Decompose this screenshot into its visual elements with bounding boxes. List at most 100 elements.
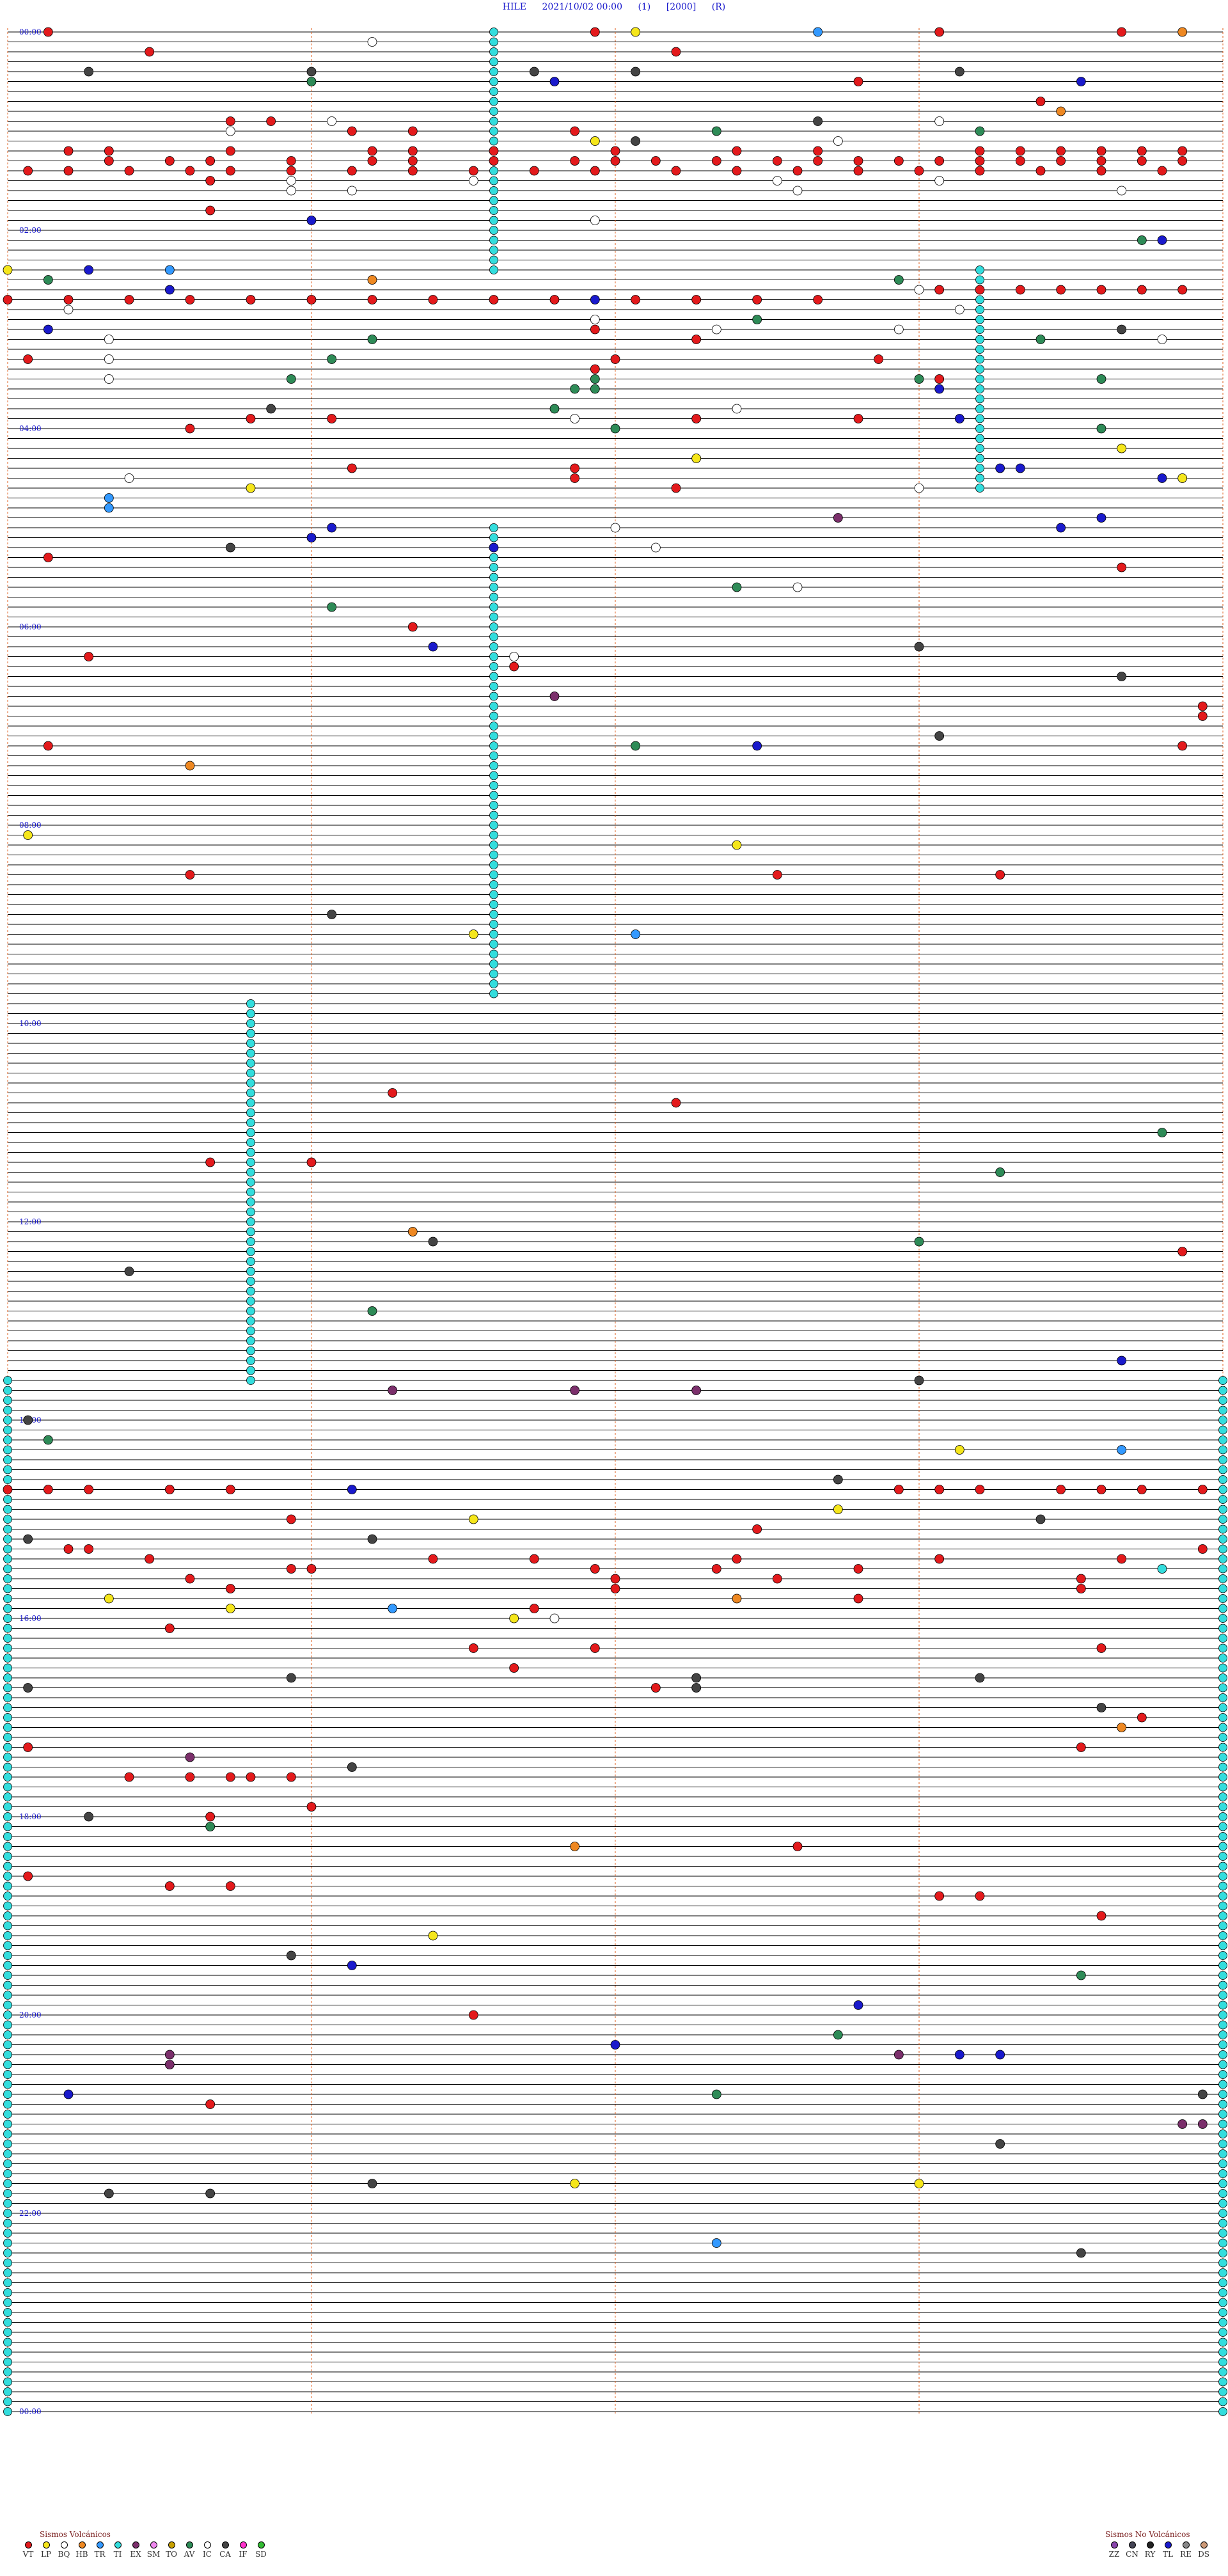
event-marker-ti [3, 2000, 12, 2010]
event-marker-vt [306, 1157, 317, 1167]
event-marker-ti [1218, 1654, 1227, 1663]
event-marker-ti [1218, 1812, 1227, 1821]
event-marker-ex [185, 1752, 195, 1762]
event-marker-vt [1177, 146, 1188, 156]
event-marker-vt [1056, 1485, 1066, 1494]
event-marker-bq [914, 483, 924, 493]
event-marker-ti [3, 1961, 12, 1970]
event-marker-vt [145, 47, 155, 57]
event-marker-vt [934, 1485, 945, 1494]
event-marker-ti [489, 910, 498, 919]
event-marker-ti [975, 325, 984, 334]
event-marker-ti [489, 166, 498, 175]
event-marker-bq [1157, 335, 1167, 344]
event-marker-tr [1117, 1445, 1127, 1455]
hour-label: 06:00 [19, 622, 42, 631]
event-marker-vt [1157, 166, 1167, 176]
event-marker-ca [286, 1950, 296, 1961]
event-marker-vt [1137, 285, 1147, 295]
event-marker-av [711, 2089, 721, 2099]
event-marker-lp [954, 1445, 964, 1455]
event-marker-ti [1218, 1624, 1227, 1633]
event-marker-vt [691, 414, 702, 423]
event-marker-ti [1218, 1951, 1227, 1960]
event-marker-ti [3, 2367, 12, 2376]
event-marker-vt [529, 1554, 539, 1564]
event-marker-ti [1218, 1634, 1227, 1643]
event-marker-av [43, 275, 53, 285]
event-marker-ti [3, 1416, 12, 1425]
legend-label: SD [255, 2550, 267, 2559]
legend-swatch [1146, 2541, 1154, 2548]
event-marker-av [752, 315, 762, 324]
event-marker-vt [145, 1554, 155, 1564]
event-marker-av [975, 126, 985, 136]
event-marker-vt [853, 1593, 863, 1604]
event-marker-vt [792, 1842, 803, 1851]
event-marker-ti [3, 2337, 12, 2347]
event-marker-av [590, 384, 600, 394]
event-marker-vt [407, 156, 418, 166]
event-marker-vt [225, 1584, 235, 1593]
legend-item-hb: HB [73, 2541, 91, 2559]
event-marker-ti [246, 1019, 255, 1028]
event-marker-ti [246, 1138, 255, 1147]
event-marker-ti [489, 652, 498, 661]
event-marker-vt [853, 1564, 863, 1574]
event-marker-vt [43, 741, 53, 751]
event-marker-av [367, 335, 377, 344]
event-marker-ti [246, 1207, 255, 1217]
legend-swatch [257, 2541, 265, 2548]
event-marker-vt [570, 473, 580, 483]
event-marker-vt [306, 295, 317, 304]
event-marker-vt [1177, 1247, 1188, 1256]
legend-swatch [1128, 2541, 1136, 2548]
event-marker-vt [772, 870, 782, 880]
event-marker-vt [407, 166, 418, 176]
event-marker-ti [3, 1762, 12, 1772]
event-marker-bq [225, 126, 235, 136]
event-marker-ti [1218, 1911, 1227, 1920]
event-marker-ti [489, 920, 498, 929]
event-marker-ca [327, 910, 337, 919]
event-marker-lp [833, 1505, 843, 1514]
legend-swatch [239, 2541, 247, 2548]
event-marker-hb [732, 1593, 742, 1604]
event-marker-ti [3, 1951, 12, 1960]
event-marker-bq [792, 582, 803, 592]
event-marker-ti [1218, 1405, 1227, 1415]
event-marker-vt [529, 1604, 539, 1613]
event-marker-lp [3, 265, 13, 275]
event-marker-vt [509, 1663, 519, 1673]
event-marker-ti [489, 603, 498, 612]
event-marker-vt [590, 1643, 600, 1653]
event-marker-vt [164, 1624, 175, 1633]
event-marker-ex [164, 2050, 175, 2060]
event-marker-ca [23, 1534, 33, 1544]
event-marker-ca [914, 1375, 924, 1386]
event-marker-bq [954, 304, 964, 315]
event-marker-ti [1218, 2189, 1227, 2198]
event-marker-ti [489, 176, 498, 186]
event-marker-vt [671, 1098, 681, 1108]
event-marker-ti [1218, 1723, 1227, 1732]
event-marker-ti [246, 1079, 255, 1087]
legend-swatch [185, 2541, 193, 2548]
event-marker-bq [792, 186, 803, 196]
event-marker-vt [468, 2010, 478, 2020]
event-marker-ti [246, 1227, 255, 1237]
event-marker-lp [104, 1593, 114, 1604]
legend-label: TR [94, 2550, 106, 2559]
event-marker-av [286, 374, 296, 384]
event-marker-ti [3, 2149, 12, 2158]
event-marker-ti [3, 2209, 12, 2218]
event-marker-ti [3, 2011, 12, 2019]
event-marker-vt [185, 295, 195, 304]
event-marker-ti [1218, 1643, 1227, 1653]
event-marker-ti [3, 2278, 12, 2288]
event-marker-ti [489, 622, 498, 631]
event-marker-ti [489, 722, 498, 731]
event-marker-ti [1218, 2229, 1227, 2238]
event-marker-ti [1218, 1673, 1227, 1682]
event-marker-ti [246, 1286, 255, 1296]
